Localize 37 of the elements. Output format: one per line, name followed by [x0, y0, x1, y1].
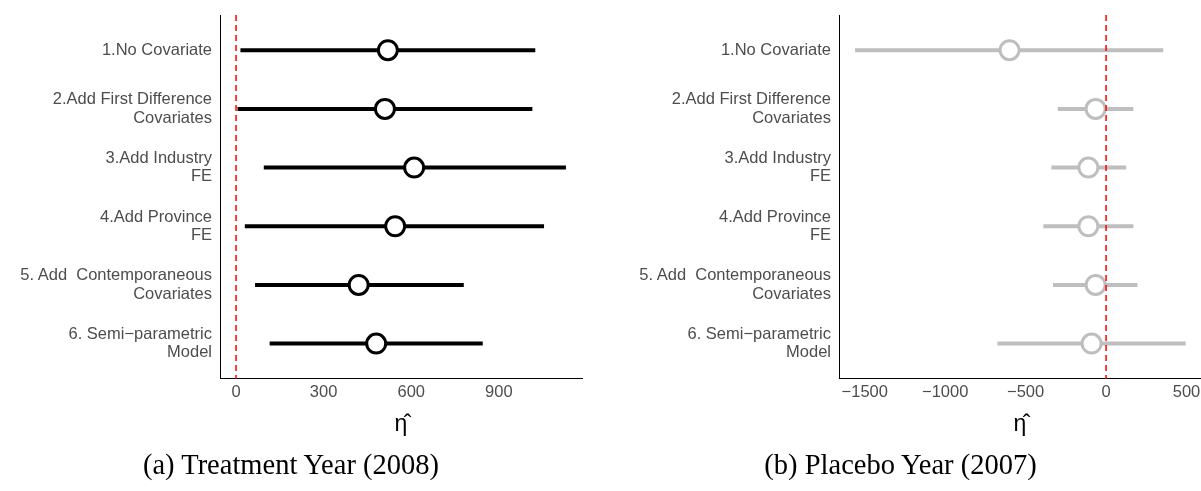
y-tick-label: 1.No Covariate — [101, 39, 212, 58]
y-tick-label: 1.No Covariate — [720, 39, 831, 58]
y-tick-label: 4.Add Province FE — [719, 206, 831, 244]
point — [403, 156, 426, 179]
y-tick-label: 5. Add Contemporaneous Covariates — [639, 265, 831, 302]
text: (a) Treatment Year (2008) — [142, 449, 440, 482]
point — [365, 332, 388, 355]
y-tick-label: 5. Add Contemporaneous Covariates — [20, 265, 212, 302]
y-tick-label: 2.Add First Difference Covariates — [52, 89, 212, 126]
x-tick-label: −1500 — [841, 382, 888, 401]
point — [1080, 332, 1103, 355]
y-tick-label: 3.Add Industry FE — [105, 147, 213, 185]
point — [1084, 97, 1107, 120]
x-tick-label: 500 — [1172, 382, 1201, 401]
x-tick-label: 0 — [231, 382, 241, 401]
point — [1077, 156, 1100, 179]
x-tick-label: 900 — [485, 382, 513, 401]
x-tick-label: 0 — [1101, 382, 1111, 401]
point — [347, 273, 370, 296]
y-tick-label: 2.Add First Difference Covariates — [671, 89, 831, 126]
y-tick-label: 4.Add Province FE — [100, 206, 212, 244]
x-axis-title: η̂ — [1013, 410, 1031, 437]
y-tick-label: 6. Semi−parametric Model — [68, 323, 212, 361]
x-tick-label: −500 — [1007, 382, 1045, 401]
point — [376, 39, 399, 62]
x-tick-label: −1000 — [922, 382, 969, 401]
x-axis-title: η̂ — [394, 410, 412, 437]
point — [998, 39, 1021, 62]
point — [373, 97, 396, 120]
x-tick-label: 600 — [397, 382, 425, 401]
text: (b) Placebo Year (2007) — [764, 449, 1037, 482]
y-tick-label: 3.Add Industry FE — [724, 147, 832, 185]
x-tick-label: 300 — [309, 382, 338, 401]
point — [384, 215, 407, 238]
point — [1077, 215, 1100, 238]
point — [1084, 273, 1107, 296]
y-tick-label: 6. Semi−parametric Model — [687, 323, 831, 361]
